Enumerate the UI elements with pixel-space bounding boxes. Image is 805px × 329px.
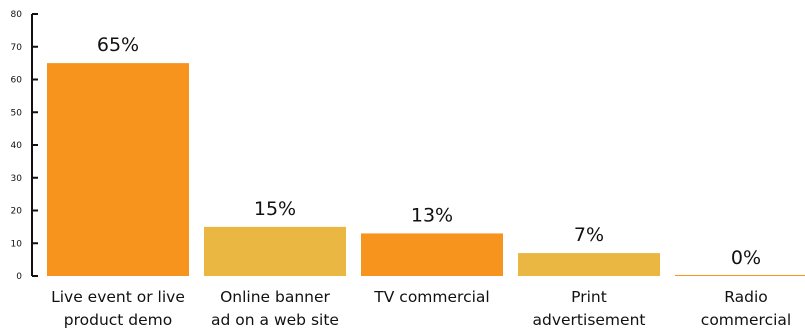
category-label: commercial bbox=[701, 311, 791, 329]
data-labels: 65% 15% 13% 7% 0% bbox=[97, 34, 761, 269]
category-label: Live event or live bbox=[51, 288, 185, 306]
category-label: TV commercial bbox=[373, 288, 489, 306]
data-label: 15% bbox=[254, 198, 296, 220]
category-label: Online banner bbox=[220, 288, 330, 306]
category-label: product demo bbox=[64, 311, 173, 329]
category-label: advertisement bbox=[533, 311, 646, 329]
bar bbox=[47, 63, 189, 276]
y-tick-label: 40 bbox=[11, 141, 23, 151]
bar bbox=[675, 275, 805, 276]
y-tick-label: 50 bbox=[11, 108, 23, 118]
y-tick-label: 20 bbox=[11, 207, 23, 217]
y-tick-label: 10 bbox=[11, 239, 23, 249]
y-tick-label: 0 bbox=[16, 272, 22, 282]
category-label: Radio bbox=[724, 288, 768, 306]
y-tick-label: 70 bbox=[11, 43, 23, 53]
data-label: 0% bbox=[731, 247, 761, 269]
y-tick-label: 60 bbox=[11, 76, 23, 86]
y-tick-label: 80 bbox=[11, 10, 23, 20]
bar bbox=[204, 226, 346, 276]
y-axis-ticks: 0 10 20 30 40 50 60 70 80 bbox=[11, 10, 38, 282]
bar bbox=[518, 253, 660, 276]
data-label: 7% bbox=[574, 224, 604, 246]
data-label: 65% bbox=[97, 34, 139, 56]
category-label: ad on a web site bbox=[211, 311, 339, 329]
data-label: 13% bbox=[411, 204, 453, 226]
category-labels: Live event or live product demo Online ban… bbox=[51, 288, 791, 329]
category-label: Print bbox=[571, 288, 607, 306]
bar bbox=[361, 233, 503, 276]
y-tick-label: 30 bbox=[11, 174, 23, 184]
bars bbox=[47, 63, 805, 276]
